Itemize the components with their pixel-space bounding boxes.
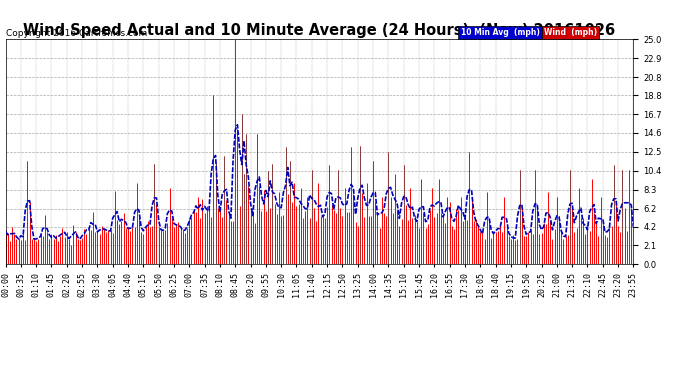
Title: Wind Speed Actual and 10 Minute Average (24 Hours)  (New) 20161026: Wind Speed Actual and 10 Minute Average … (23, 23, 615, 38)
Text: Copyright 2016 Cartronics.com: Copyright 2016 Cartronics.com (6, 29, 148, 38)
Text: 10 Min Avg  (mph): 10 Min Avg (mph) (460, 28, 540, 37)
Bar (542, 26, 599, 39)
Text: Wind  (mph): Wind (mph) (544, 28, 597, 37)
Bar (457, 26, 542, 39)
